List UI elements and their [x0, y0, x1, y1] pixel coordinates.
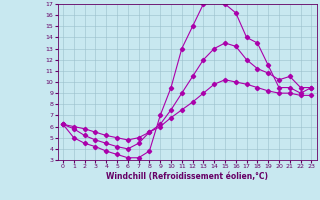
X-axis label: Windchill (Refroidissement éolien,°C): Windchill (Refroidissement éolien,°C) — [106, 172, 268, 181]
